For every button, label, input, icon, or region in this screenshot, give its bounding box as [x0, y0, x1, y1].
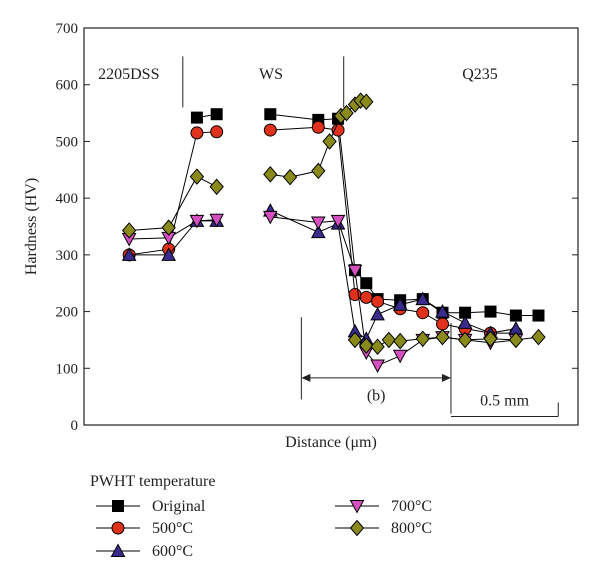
data-point [322, 133, 337, 150]
legend-label: 500°C [152, 520, 193, 537]
series-600°C [121, 203, 524, 345]
data-point [416, 306, 430, 320]
data-point [262, 210, 278, 225]
data-point [209, 213, 225, 228]
y-axis: 0 100 200 300 400 500 600 700 [56, 21, 578, 434]
data-point [190, 126, 204, 140]
data-point [311, 120, 325, 134]
data-point [457, 315, 473, 329]
data-point [339, 104, 354, 122]
series-line [129, 100, 539, 348]
y-tick-label: 500 [56, 134, 79, 150]
plot-area [83, 27, 579, 426]
y-tick-label: 300 [56, 248, 79, 264]
series-800°C [122, 92, 546, 355]
legend-marker [349, 519, 365, 537]
data-point [370, 306, 385, 321]
data-series [121, 92, 546, 373]
data-point [330, 214, 346, 229]
region-label: WS [259, 66, 283, 83]
data-point [263, 123, 277, 137]
data-point [381, 331, 397, 349]
data-point [121, 247, 137, 261]
data-point [532, 309, 545, 322]
data-point [370, 338, 385, 355]
data-point [210, 108, 223, 121]
b-arrow-right [441, 373, 451, 382]
data-point [189, 214, 205, 229]
data-point [392, 332, 408, 350]
scale-label: 0.5 mm [480, 392, 529, 409]
series-line [129, 210, 516, 340]
region-label: Q235 [462, 66, 498, 83]
y-axis-label: Hardness (HV) [23, 178, 40, 275]
y-tick-label: 100 [56, 361, 79, 377]
data-point [483, 330, 498, 348]
plot-border [83, 27, 579, 426]
x-axis-label: Distance (μm) [285, 434, 377, 451]
data-point [392, 297, 408, 311]
data-point [347, 331, 363, 349]
legend-marker [349, 500, 365, 514]
data-point [359, 93, 374, 110]
data-point [310, 224, 326, 239]
data-point [263, 166, 278, 183]
data-point [371, 294, 385, 308]
legend-marker [111, 521, 125, 535]
data-point [161, 219, 176, 236]
legend: PWHT temperature Original 500°C 600°C 700°C… [90, 473, 432, 560]
data-point [370, 359, 385, 373]
y-tick-label: 700 [56, 21, 79, 37]
legend-label: 800°C [391, 520, 432, 537]
y-tick-label: 200 [56, 305, 79, 321]
data-point [457, 331, 473, 349]
data-point [392, 349, 408, 364]
data-point [436, 317, 450, 331]
data-point [359, 337, 374, 354]
data-point [435, 328, 450, 346]
data-point [360, 277, 373, 290]
data-point [415, 291, 431, 306]
annotations: (b) 0.5 mm [300, 317, 559, 417]
y-tick-label: 600 [56, 78, 79, 94]
y-tick-label: 400 [56, 191, 79, 207]
data-point [310, 216, 326, 231]
data-point [531, 328, 546, 346]
data-point [311, 162, 326, 180]
region-labels: 2205DSS WS Q235 [98, 56, 498, 108]
legend-label: 600°C [152, 543, 193, 560]
legend-label: 700°C [391, 498, 432, 515]
data-point [210, 125, 224, 139]
legend-label: Original [152, 498, 206, 515]
data-point [264, 108, 277, 121]
data-point [347, 264, 363, 279]
data-point [508, 331, 524, 349]
data-point [282, 168, 298, 186]
legend-marker [110, 543, 126, 557]
series-line [129, 216, 516, 367]
data-point [161, 247, 177, 261]
data-point [415, 330, 430, 348]
legend-title: PWHT temperature [90, 473, 215, 490]
data-point [331, 123, 345, 137]
data-point [190, 111, 203, 124]
region-label: 2205DSS [98, 66, 159, 83]
legend-marker [112, 500, 124, 512]
data-point [435, 304, 450, 318]
data-point [209, 178, 224, 196]
y-tick-label: 0 [71, 418, 79, 434]
series-Original [190, 108, 545, 322]
data-point [509, 309, 522, 322]
b-label: (b) [367, 388, 386, 405]
b-arrow-left [301, 373, 311, 382]
data-point [484, 305, 497, 318]
data-point [359, 290, 373, 304]
data-point [189, 168, 205, 185]
data-point [122, 222, 137, 239]
